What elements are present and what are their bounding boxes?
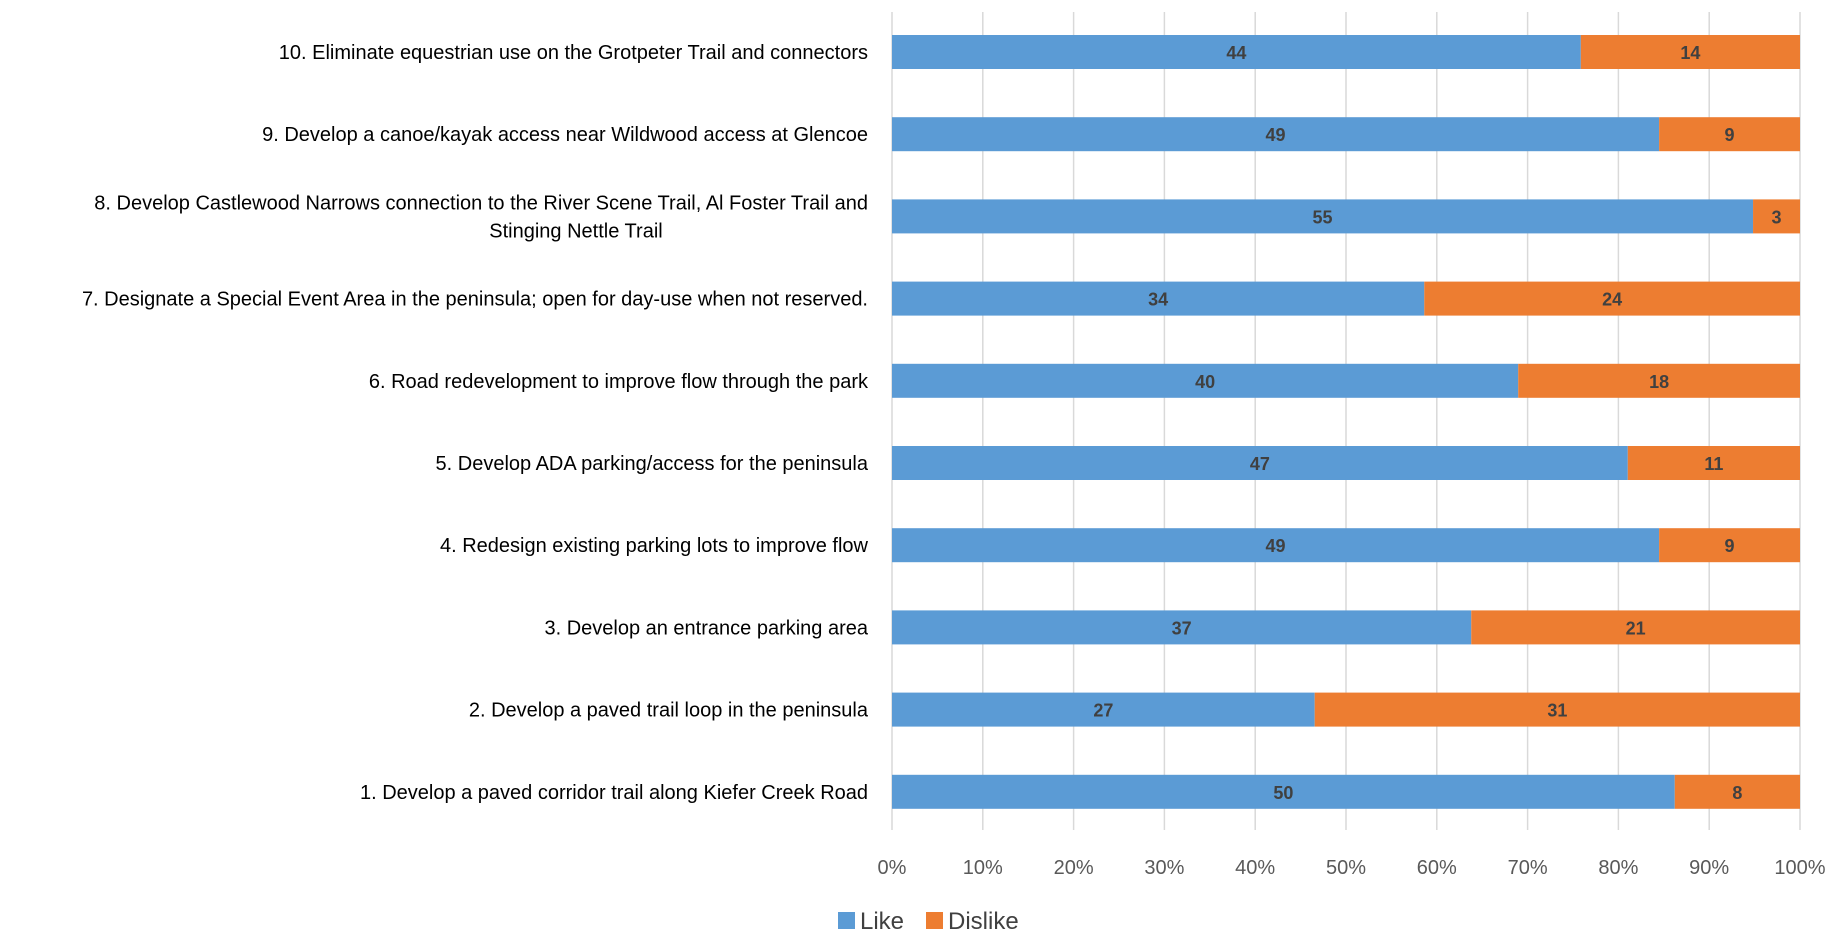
category-label: 1. Develop a paved corridor trail along … [360, 782, 868, 804]
bar-like [892, 528, 1660, 563]
data-label: 9 [1725, 125, 1735, 145]
bar-dislike [1659, 528, 1800, 563]
bar-like [892, 363, 1519, 398]
category-label: Stinging Nettle Trail [489, 220, 662, 242]
bar-like [892, 199, 1754, 234]
legend: Like Dislike [838, 908, 1019, 933]
bar-like [892, 117, 1660, 152]
data-label: 8 [1732, 783, 1742, 803]
bar-dislike [1518, 363, 1800, 398]
data-label: 3 [1772, 207, 1782, 227]
x-tick-label: 30% [1144, 857, 1184, 879]
x-axis-ticks: 0% 10% 20% 30% 40% 50% 60% 70% 80% 90% 100% [878, 857, 1826, 879]
legend-label-like: Like [860, 908, 904, 933]
bars: 44 14 49 9 55 3 34 24 40 18 47 11 49 9 37 21 27 31 50 8 [892, 35, 1800, 809]
bar-dislike [1753, 199, 1800, 234]
bar-like [892, 692, 1315, 727]
data-label: 55 [1313, 207, 1333, 227]
data-label: 14 [1680, 43, 1700, 63]
category-labels: 10. Eliminate equestrian use on the Grot… [82, 42, 869, 804]
x-tick-label: 50% [1326, 857, 1366, 879]
bar-dislike [1424, 281, 1800, 316]
bar-like [892, 774, 1675, 809]
category-label: 4. Redesign existing parking lots to imp… [440, 535, 869, 557]
data-label: 49 [1266, 536, 1286, 556]
x-tick-label: 40% [1235, 857, 1275, 879]
bar-like [892, 35, 1581, 69]
category-label: 2. Develop a paved trail loop in the pen… [469, 700, 869, 722]
x-tick-label: 100% [1774, 857, 1825, 879]
data-label: 40 [1195, 372, 1215, 392]
data-label: 9 [1725, 536, 1735, 556]
data-label: 50 [1273, 783, 1293, 803]
legend-label-dislike: Dislike [948, 908, 1019, 933]
data-label: 49 [1266, 125, 1286, 145]
category-label: 5. Develop ADA parking/access for the pe… [436, 453, 869, 475]
x-tick-label: 10% [963, 857, 1003, 879]
data-label: 18 [1649, 372, 1669, 392]
category-label: 10. Eliminate equestrian use on the Grot… [279, 42, 868, 64]
category-label: 8. Develop Castlewood Narrows connection… [94, 192, 868, 214]
bar-like [892, 610, 1472, 645]
data-label: 47 [1250, 454, 1270, 474]
category-label: 9. Develop a canoe/kayak access near Wil… [262, 124, 868, 146]
bar-dislike [1580, 35, 1800, 69]
data-label: 27 [1093, 701, 1113, 721]
bar-dislike [1314, 692, 1800, 727]
data-label: 37 [1172, 618, 1192, 638]
bar-dislike [1471, 610, 1800, 645]
legend-swatch-like [838, 912, 855, 929]
category-label: 3. Develop an entrance parking area [544, 617, 868, 639]
data-label: 31 [1547, 701, 1567, 721]
bar-like [892, 281, 1425, 316]
data-label: 34 [1148, 290, 1168, 310]
category-label: 7. Designate a Special Event Area in the… [82, 289, 868, 311]
x-tick-label: 20% [1054, 857, 1094, 879]
x-tick-label: 60% [1417, 857, 1457, 879]
data-label: 24 [1602, 290, 1622, 310]
category-label: 6. Road redevelopment to improve flow th… [369, 371, 869, 393]
x-tick-label: 80% [1598, 857, 1638, 879]
data-label: 11 [1704, 454, 1723, 474]
bar-dislike [1659, 117, 1800, 152]
bar-dislike [1674, 774, 1800, 809]
bar-like [892, 446, 1628, 480]
x-tick-label: 0% [878, 857, 907, 879]
x-tick-label: 70% [1508, 857, 1548, 879]
bar-dislike [1627, 446, 1800, 480]
data-label: 21 [1626, 618, 1646, 638]
x-tick-label: 90% [1689, 857, 1729, 879]
legend-swatch-dislike [926, 912, 943, 929]
data-label: 44 [1226, 43, 1246, 63]
